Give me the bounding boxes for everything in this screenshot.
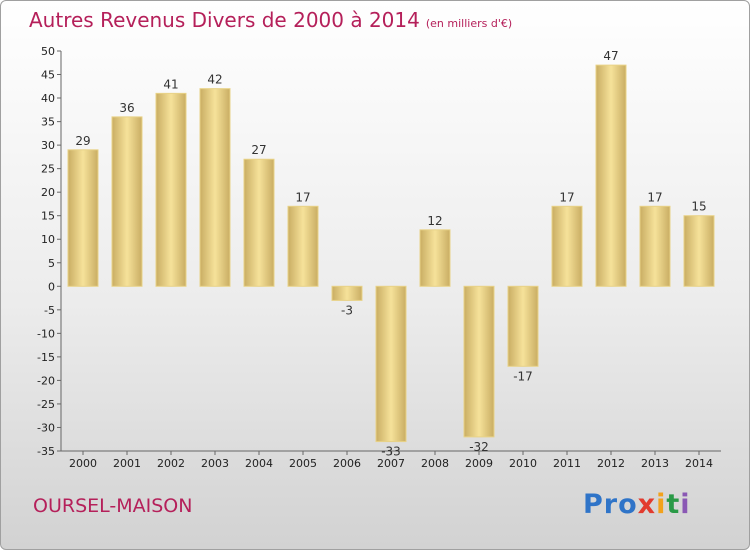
y-tick-label: 5 (48, 257, 55, 270)
x-tick-label: 2013 (641, 457, 669, 470)
y-tick-label: -35 (37, 445, 55, 458)
bar-2000 (67, 149, 99, 287)
bar-2006 (331, 285, 363, 301)
data-label-2001: 36 (119, 101, 134, 115)
x-tick-label: 2005 (289, 457, 317, 470)
y-tick-label: -5 (44, 304, 55, 317)
data-label-2004: 27 (251, 143, 266, 157)
y-tick-label: 25 (41, 163, 55, 176)
y-tick-label: 15 (41, 210, 55, 223)
logo-part-2: x (637, 489, 657, 520)
logo-part-3: i (656, 489, 667, 520)
x-tick-label: 2002 (157, 457, 185, 470)
chart-data-labels: 29 36 41 42 27 17 -3 -33 12 -32 -17 17 47 17 15 (75, 49, 706, 458)
bar-2008 (419, 229, 451, 287)
logo-part-4: t (666, 489, 681, 520)
bar-2009 (463, 285, 495, 438)
y-tick-label: -10 (37, 327, 55, 340)
bar-2001 (111, 116, 143, 287)
y-tick-label: 45 (41, 69, 55, 82)
data-label-2005: 17 (295, 190, 310, 204)
x-tick-label: 2003 (201, 457, 229, 470)
chart-subtitle: (en milliers d'€) (425, 17, 513, 30)
data-label-2011: 17 (559, 190, 574, 204)
data-label-2009: -32 (469, 440, 489, 454)
bar-2003 (199, 88, 231, 287)
bar-2007 (375, 285, 407, 443)
bar-2010 (507, 285, 539, 367)
y-tick-label: 20 (41, 186, 55, 199)
chart-title: Autres Revenus Divers de 2000 à 2014 (en … (29, 8, 512, 32)
chart-title-text: Autres Revenus Divers de 2000 à 2014 (29, 8, 420, 32)
data-label-2003: 42 (207, 73, 222, 87)
data-label-2007: -33 (381, 445, 401, 459)
y-tick-label: 10 (41, 233, 55, 246)
x-tick-label: 2000 (69, 457, 97, 470)
data-label-2010: -17 (513, 369, 533, 383)
x-tick-label: 2009 (465, 457, 493, 470)
x-tick-label: 2010 (509, 457, 537, 470)
y-tick-label: 50 (41, 45, 55, 58)
y-tick-label: 35 (41, 116, 55, 129)
y-tick-label: 40 (41, 92, 55, 105)
x-tick-label: 2004 (245, 457, 273, 470)
data-label-2006: -3 (341, 303, 353, 317)
bar-2012 (595, 64, 627, 287)
logo-part-1: Pro (583, 489, 638, 520)
data-label-2014: 15 (691, 200, 706, 214)
x-tick-label: 2008 (421, 457, 449, 470)
x-tick-label: 2006 (333, 457, 361, 470)
y-tick-label: -25 (37, 398, 55, 411)
chart-axes: 50454035302520151050-5-10-15-20-25-30-35… (37, 45, 721, 470)
bar-2004 (243, 158, 275, 287)
proxiti-logo: Proxiti (583, 489, 691, 520)
data-label-2012: 47 (603, 49, 618, 63)
bar-2002 (155, 92, 187, 287)
x-tick-label: 2012 (597, 457, 625, 470)
y-tick-label: -30 (37, 421, 55, 434)
y-tick-label: 0 (48, 280, 55, 293)
x-tick-label: 2011 (553, 457, 581, 470)
chart-bars (67, 64, 715, 443)
y-tick-label: -20 (37, 374, 55, 387)
x-tick-label: 2014 (685, 457, 713, 470)
x-tick-label: 2007 (377, 457, 405, 470)
data-label-2000: 29 (75, 134, 90, 148)
y-tick-label: 30 (41, 139, 55, 152)
y-tick-label: -15 (37, 351, 55, 364)
data-label-2002: 41 (163, 77, 178, 91)
bar-2005 (287, 205, 319, 287)
bar-2013 (639, 205, 671, 287)
x-tick-label: 2001 (113, 457, 141, 470)
bar-2011 (551, 205, 583, 287)
bar-2014 (683, 215, 715, 287)
logo-part-5: i (680, 489, 691, 520)
data-label-2013: 17 (647, 190, 662, 204)
data-label-2008: 12 (427, 214, 442, 228)
commune-name: OURSEL-MAISON (33, 495, 193, 517)
